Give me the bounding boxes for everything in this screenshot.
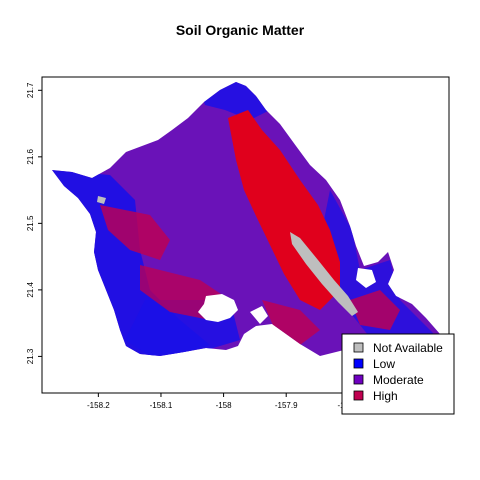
y-axis: 21.3 21.4 21.5 21.6 21.7 [26, 82, 42, 364]
y-tick-label: 21.4 [26, 282, 35, 298]
legend: Not Available Low Moderate High [342, 334, 454, 414]
legend-swatch [354, 359, 363, 368]
y-tick-label: 21.3 [26, 348, 35, 364]
x-tick-label: -158.2 [87, 401, 110, 410]
legend-label: Not Available [373, 341, 443, 355]
x-tick-label: -158 [216, 401, 233, 410]
legend-swatch [354, 391, 363, 400]
legend-label: High [373, 389, 398, 403]
legend-label: Low [373, 357, 395, 371]
y-tick-label: 21.5 [26, 215, 35, 231]
y-tick-label: 21.6 [26, 148, 35, 164]
y-tick-label: 21.7 [26, 82, 35, 98]
legend-swatch [354, 343, 363, 352]
x-tick-label: -158.1 [150, 401, 173, 410]
legend-swatch [354, 375, 363, 384]
x-tick-label: -157.9 [275, 401, 298, 410]
x-axis: -158.2-158.1-158-157.9-157.8 [87, 393, 361, 410]
map-layer [52, 80, 446, 366]
legend-label: Moderate [373, 373, 424, 387]
